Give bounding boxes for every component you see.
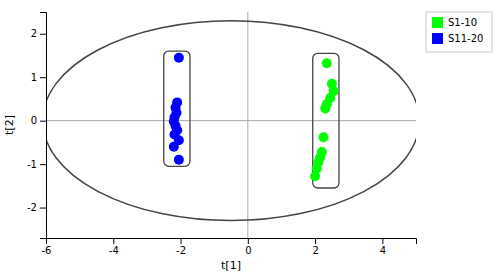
- legend-swatch: [432, 17, 443, 28]
- point: [174, 155, 184, 165]
- legend: S1-10 S11-20: [426, 12, 492, 52]
- legend-item: S1-10: [432, 17, 477, 28]
- point: [169, 142, 179, 152]
- point: [320, 103, 330, 113]
- legend-swatch: [432, 33, 443, 44]
- tick-label: -2: [176, 245, 186, 256]
- tick: -2: [176, 238, 186, 256]
- tick-mark: [113, 238, 114, 244]
- cluster-box: [313, 53, 339, 188]
- axis-line: [47, 239, 417, 245]
- tick-label: 1: [31, 72, 37, 83]
- tick-label: 4: [380, 245, 386, 256]
- tick-mark: [40, 164, 46, 165]
- tick-label: 2: [31, 28, 37, 39]
- y-axis: -2 -1 0 1 2: [27, 13, 46, 239]
- tick: 4: [380, 238, 386, 256]
- legend-frame: [426, 12, 492, 52]
- tick: 0: [245, 238, 251, 256]
- tick: 2: [31, 28, 46, 39]
- tick-mark: [40, 77, 46, 78]
- tick: -4: [109, 238, 119, 256]
- cluster-box: [164, 51, 190, 166]
- ellipse: [46, 21, 416, 221]
- plot-area: [46, 12, 416, 238]
- tick-label: 2: [312, 245, 318, 256]
- tick-label: -4: [109, 245, 119, 256]
- chart: -6 -4 -2 0 2 4 -2 -1 0 1 2 t[1] t[2] S1-10 S11-20: [0, 0, 496, 274]
- tick: 0: [31, 115, 46, 126]
- axis-line: [40, 13, 47, 239]
- tick-mark: [382, 238, 383, 244]
- tick-mark: [248, 238, 249, 244]
- tick-label: -6: [42, 245, 52, 256]
- tick-label: 0: [245, 245, 251, 256]
- legend-label: S11-20: [448, 33, 483, 44]
- tick-label: -2: [27, 202, 37, 213]
- legend-item: S11-20: [432, 33, 483, 44]
- tick-mark: [40, 208, 46, 209]
- crosshair-vertical: [247, 12, 248, 238]
- point: [319, 132, 329, 142]
- series: [169, 53, 184, 165]
- point: [310, 171, 320, 181]
- tick-label: -1: [27, 159, 37, 170]
- x-axis: -6 -4 -2 0 2 4: [42, 238, 417, 256]
- legend-label: S1-10: [448, 17, 477, 28]
- tick: 1: [31, 72, 46, 83]
- tick-label: 0: [31, 115, 37, 126]
- tick: -1: [27, 159, 46, 170]
- tick: -2: [27, 202, 46, 213]
- series: [310, 58, 339, 181]
- tick-mark: [40, 121, 46, 122]
- point: [322, 58, 332, 68]
- point: [174, 53, 184, 63]
- tick-mark: [315, 238, 316, 244]
- tick-mark: [40, 34, 46, 35]
- x-axis-title: t[1]: [221, 259, 241, 272]
- y-axis-title: t[2]: [3, 115, 16, 135]
- crosshair-horizontal: [46, 120, 416, 121]
- tick-mark: [181, 238, 182, 244]
- tick: -6: [42, 238, 52, 256]
- tick: 2: [312, 238, 318, 256]
